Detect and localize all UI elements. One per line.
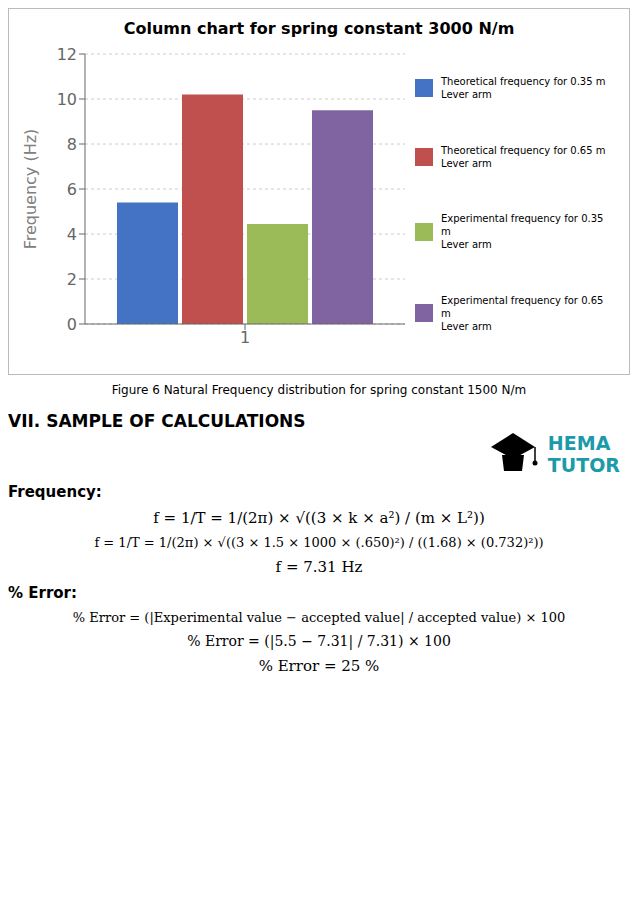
html-text:f = 1/T = 1/(2π) × √((3 × k ×: f = 1/T = 1/(2π) × √((3 × k × a²) / (m ×… bbox=[153, 509, 485, 527]
html-text:HEMA: HEMA bbox=[547, 432, 611, 454]
html-text:Column chart for spring consta: Column chart for spring constant 3000 N/… bbox=[123, 19, 515, 38]
svg-text:Frequency (Hz): Frequency (Hz) bbox=[21, 129, 40, 250]
html-text:Lever arm: Lever arm bbox=[441, 157, 492, 169]
svg-text:10: 10 bbox=[57, 90, 77, 109]
html-text:Experimental frequency for 0.6: Experimental frequency for 0.65 m bbox=[441, 294, 604, 319]
svg-text:12: 12 bbox=[57, 45, 77, 64]
html-text:f = 1/T = 1/(2π) × √((3 × 1.5: f = 1/T = 1/(2π) × √((3 × 1.5 × 1000 × (… bbox=[94, 535, 544, 550]
html-text:% Error = (|Experimental value: % Error = (|Experimental value − accepte… bbox=[72, 610, 566, 625]
svg-text:6: 6 bbox=[67, 180, 77, 199]
html-text:Theoretical frequency for 0.65: Theoretical frequency for 0.65 m bbox=[441, 144, 606, 156]
html-text:% Error = 25 %: % Error = 25 % bbox=[258, 657, 380, 675]
html-text:Theoretical frequency for 0.35: Theoretical frequency for 0.35 m bbox=[441, 76, 606, 88]
svg-text:0: 0 bbox=[67, 315, 77, 334]
svg-text:4: 4 bbox=[67, 225, 77, 244]
html-text:Lever arm: Lever arm bbox=[441, 320, 492, 332]
html-text:Experimental frequency for 0.3: Experimental frequency for 0.35 m bbox=[441, 213, 604, 238]
html-text:VII. SAMPLE OF CALCULATIONS: VII. SAMPLE OF CALCULATIONS bbox=[8, 411, 306, 431]
html-text:TUTOR: TUTOR bbox=[547, 454, 620, 476]
html-text:Frequency:: Frequency: bbox=[8, 483, 102, 501]
html-text:% Error = (|5.5 − 7.31| / 7.31: % Error = (|5.5 − 7.31| / 7.31) × 100 bbox=[187, 633, 451, 649]
html-text:Lever arm: Lever arm bbox=[441, 239, 492, 251]
html-text:Lever arm: Lever arm bbox=[441, 89, 492, 101]
svg-text:1: 1 bbox=[240, 328, 250, 347]
svg-text:2: 2 bbox=[67, 270, 77, 289]
html-text:f = 7.31 Hz: f = 7.31 Hz bbox=[275, 558, 363, 576]
html-text:% Error:: % Error: bbox=[8, 584, 77, 602]
html-text:Figure 6 Natural Frequency dis: Figure 6 Natural Frequency distribution … bbox=[111, 383, 527, 397]
svg-text:8: 8 bbox=[67, 135, 77, 154]
